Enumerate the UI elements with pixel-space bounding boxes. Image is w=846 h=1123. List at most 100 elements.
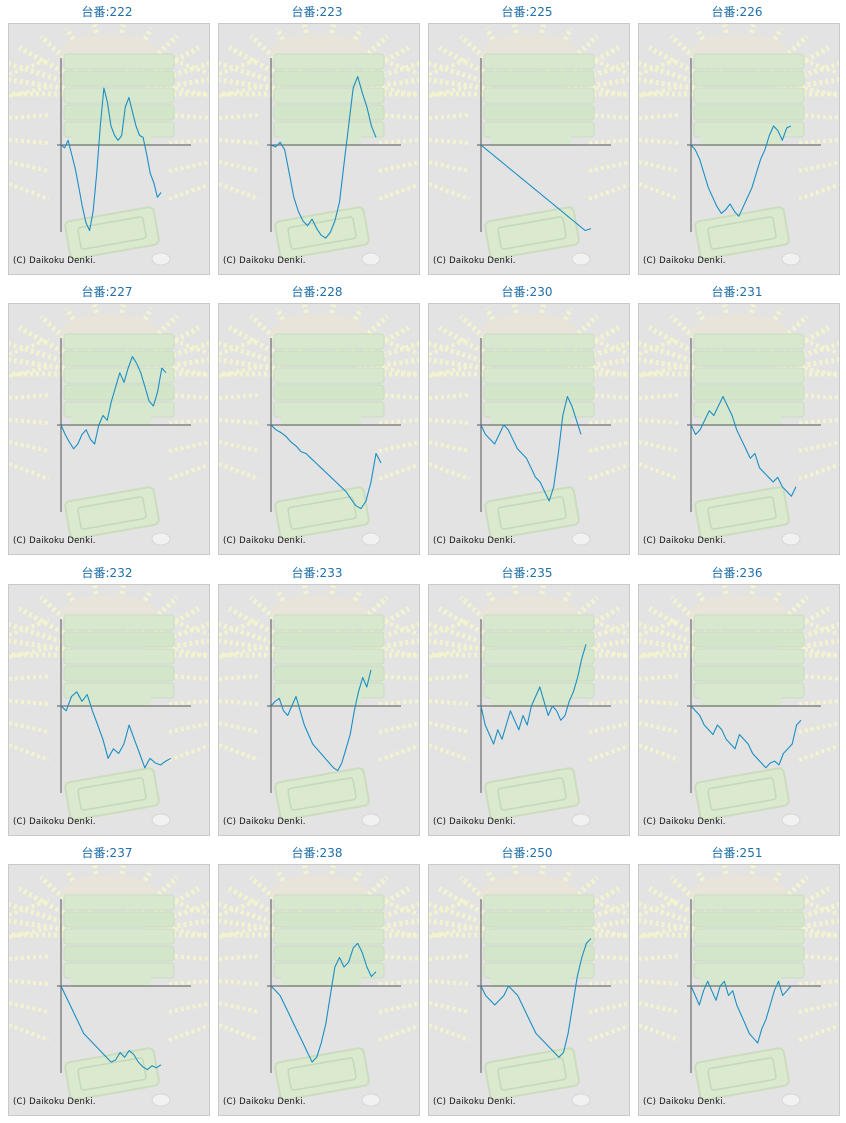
line-chart [429,865,629,1107]
copyright-label: (C) Daikoku Denki. [223,256,306,266]
background-decoration [9,24,209,266]
series-line [60,356,167,450]
line-chart [219,585,419,827]
line-chart [639,304,839,546]
series-line [690,980,792,1044]
chart-title[interactable]: 台番:228 [291,285,343,299]
line-chart [639,865,839,1107]
series-line [480,644,587,745]
copyright-label: (C) Daikoku Denki. [433,817,516,827]
line-chart [219,304,419,546]
series-line [480,395,582,502]
copyright-label: (C) Daikoku Denki. [433,536,516,546]
background-decoration [219,865,419,1107]
background-decoration [9,865,209,1107]
line-chart [9,585,209,827]
chart-panel: (C) Daikoku Denki. [428,23,630,275]
line-chart [429,585,629,827]
chart-card: 台番:233 (C) Daikoku Denki. [212,561,422,841]
series-line [270,424,382,510]
copyright-label: (C) Daikoku Denki. [643,536,726,546]
chart-card: 台番:230 (C) Daikoku Denki. [422,280,632,560]
background-decoration [429,24,629,266]
series-line [270,76,377,239]
series-line [60,87,162,232]
series-line [270,669,372,772]
chart-card: 台番:237 (C) Daikoku Denki. [2,841,212,1121]
chart-card: 台番:228 (C) Daikoku Denki. [212,280,422,560]
chart-panel: (C) Daikoku Denki. [218,23,420,275]
chart-title[interactable]: 台番:236 [711,566,763,580]
chart-card: 台番:223 (C) Daikoku Denki. [212,0,422,280]
copyright-label: (C) Daikoku Denki. [13,256,96,266]
series-line [60,985,162,1071]
chart-panel: (C) Daikoku Denki. [638,303,840,555]
chart-panel: (C) Daikoku Denki. [638,864,840,1116]
chart-card: 台番:250 (C) Daikoku Denki. [422,841,632,1121]
chart-panel: (C) Daikoku Denki. [218,303,420,555]
background-decoration [639,585,839,827]
line-chart [9,304,209,546]
chart-panel: (C) Daikoku Denki. [428,864,630,1116]
background-decoration [9,304,209,546]
chart-title[interactable]: 台番:227 [81,285,133,299]
series-line [480,938,592,1058]
chart-title[interactable]: 台番:238 [291,846,343,860]
line-chart [219,865,419,1107]
chart-title[interactable]: 台番:251 [711,846,763,860]
chart-card: 台番:227 (C) Daikoku Denki. [2,280,212,560]
series-line [270,942,377,1063]
copyright-label: (C) Daikoku Denki. [433,1097,516,1107]
copyright-label: (C) Daikoku Denki. [223,1097,306,1107]
copyright-label: (C) Daikoku Denki. [223,817,306,827]
line-chart [9,24,209,266]
chart-panel: (C) Daikoku Denki. [428,584,630,836]
chart-title[interactable]: 台番:223 [291,5,343,19]
chart-title[interactable]: 台番:222 [81,5,133,19]
chart-card: 台番:222 (C) Daikoku Denki. [2,0,212,280]
chart-card: 台番:236 (C) Daikoku Denki. [632,561,842,841]
series-line [690,125,792,217]
chart-title[interactable]: 台番:233 [291,566,343,580]
line-chart [429,24,629,266]
copyright-label: (C) Daikoku Denki. [13,536,96,546]
background-decoration [639,865,839,1107]
copyright-label: (C) Daikoku Denki. [643,1097,726,1107]
chart-title[interactable]: 台番:232 [81,566,133,580]
chart-card: 台番:226 (C) Daikoku Denki. [632,0,842,280]
chart-title[interactable]: 台番:225 [501,5,553,19]
chart-panel: (C) Daikoku Denki. [218,864,420,1116]
background-decoration [219,304,419,546]
chart-title[interactable]: 台番:250 [501,846,553,860]
background-decoration [9,585,209,827]
chart-title[interactable]: 台番:231 [711,285,763,299]
chart-card: 台番:251 (C) Daikoku Denki. [632,841,842,1121]
copyright-label: (C) Daikoku Denki. [13,1097,96,1107]
chart-panel: (C) Daikoku Denki. [8,864,210,1116]
chart-card: 台番:225 (C) Daikoku Denki. [422,0,632,280]
chart-title[interactable]: 台番:235 [501,566,553,580]
background-decoration [639,304,839,546]
series-line [480,144,592,232]
chart-title[interactable]: 台番:237 [81,846,133,860]
chart-card: 台番:232 (C) Daikoku Denki. [2,561,212,841]
line-chart [639,585,839,827]
chart-card: 台番:235 (C) Daikoku Denki. [422,561,632,841]
chart-title[interactable]: 台番:230 [501,285,553,299]
copyright-label: (C) Daikoku Denki. [223,536,306,546]
chart-panel: (C) Daikoku Denki. [638,23,840,275]
chart-panel: (C) Daikoku Denki. [8,303,210,555]
background-decoration [639,24,839,266]
copyright-label: (C) Daikoku Denki. [643,817,726,827]
chart-panel: (C) Daikoku Denki. [8,23,210,275]
chart-panel: (C) Daikoku Denki. [638,584,840,836]
chart-title[interactable]: 台番:226 [711,5,763,19]
background-decoration [219,585,419,827]
chart-panel: (C) Daikoku Denki. [218,584,420,836]
line-chart [429,304,629,546]
series-line [60,691,172,769]
background-decoration [219,24,419,266]
chart-panel: (C) Daikoku Denki. [428,303,630,555]
line-chart [219,24,419,266]
